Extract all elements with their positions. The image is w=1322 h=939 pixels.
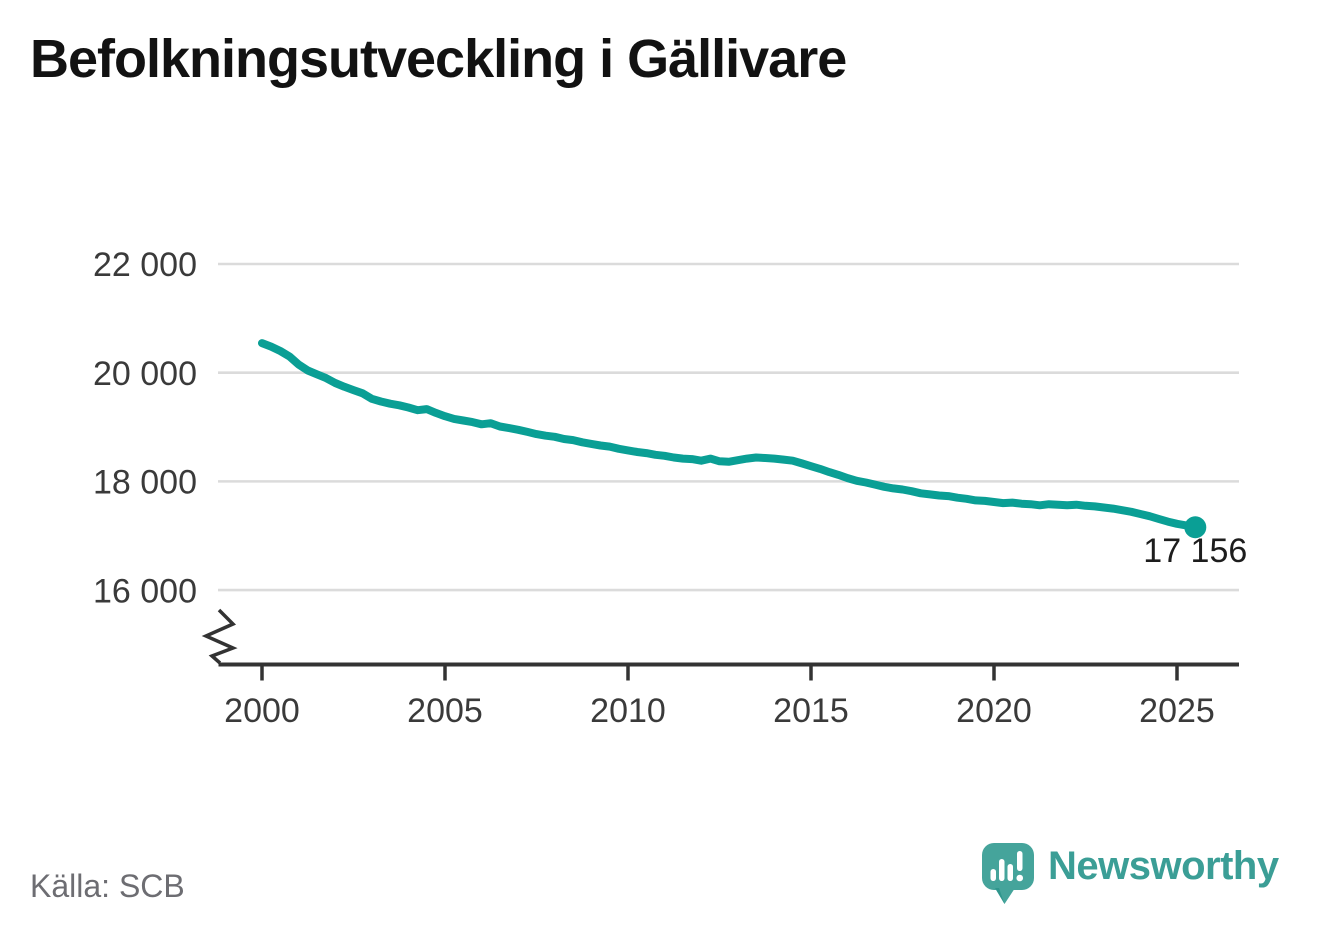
population-series-line bbox=[258, 339, 1200, 532]
axis-break-zigzag bbox=[201, 608, 238, 665]
x-tick-label: 2000 bbox=[224, 692, 300, 730]
newsworthy-logo-text: Newsworthy bbox=[1048, 844, 1279, 888]
y-tick-label: 18 000 bbox=[93, 464, 197, 502]
axis-break-icon bbox=[201, 608, 238, 665]
x-tick-label: 2025 bbox=[1139, 692, 1215, 730]
end-value-label: 17 156 bbox=[1143, 532, 1247, 570]
x-tick-label: 2010 bbox=[590, 692, 666, 730]
newsworthy-logo-icon bbox=[982, 843, 1034, 904]
newsworthy-branding: Newsworthy bbox=[982, 843, 1279, 909]
gridlines bbox=[218, 262, 1239, 592]
y-tick-label: 20 000 bbox=[93, 355, 197, 393]
x-tick-label: 2015 bbox=[773, 692, 849, 730]
series-end-marker: 17 156 bbox=[1143, 516, 1247, 570]
end-point-dot bbox=[1184, 516, 1207, 539]
x-tick-label: 2020 bbox=[956, 692, 1032, 730]
y-axis-labels: 22 000 20 000 18 000 16 000 bbox=[93, 246, 197, 610]
source-note: Källa: SCB bbox=[30, 868, 185, 904]
x-axis-labels: 2000 2005 2010 2015 2020 2025 bbox=[224, 692, 1215, 730]
y-tick-label: 16 000 bbox=[93, 572, 197, 610]
page-title: Befolkningsutveckling i Gällivare bbox=[30, 29, 847, 89]
x-axis bbox=[218, 662, 1239, 681]
x-tick-label: 2005 bbox=[407, 692, 483, 730]
y-tick-label: 22 000 bbox=[93, 246, 197, 284]
population-line bbox=[258, 339, 1200, 532]
